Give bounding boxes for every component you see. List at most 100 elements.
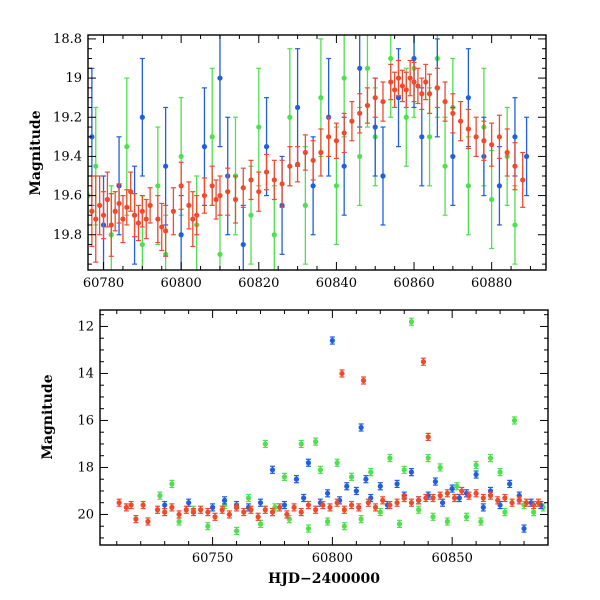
data-point-green: [318, 95, 324, 101]
data-point-red: [176, 511, 182, 518]
data-point-green: [487, 455, 494, 461]
data-point-red: [225, 189, 231, 195]
data-point-blue: [432, 478, 439, 485]
data-point-green: [377, 509, 383, 515]
data-point-blue: [217, 75, 223, 81]
data-point-red: [201, 192, 208, 199]
data-point-green: [387, 455, 393, 461]
data-point-red: [313, 507, 319, 513]
data-point-green: [430, 514, 436, 520]
data-point-red: [509, 500, 515, 506]
data-point-red: [123, 504, 129, 510]
data-point-green: [317, 467, 324, 473]
data-point-red: [442, 98, 448, 105]
data-point-red: [145, 518, 151, 525]
data-point-red: [162, 509, 168, 515]
data-point-red: [489, 142, 495, 148]
data-point-red: [423, 495, 429, 501]
data-point-red: [255, 514, 261, 520]
data-point-red: [531, 502, 537, 508]
data-point-green: [281, 474, 288, 480]
data-point-red: [320, 502, 326, 508]
data-point-blue: [357, 65, 363, 71]
data-point-green: [364, 65, 371, 71]
data-point-red: [163, 228, 169, 234]
y-tick-label: 14: [77, 366, 94, 381]
data-point-red: [241, 509, 247, 515]
x-tick-label: 60860: [393, 276, 434, 291]
data-point-green: [442, 163, 448, 169]
data-point-green: [139, 241, 145, 248]
data-point-red: [186, 202, 192, 208]
data-point-red: [401, 495, 407, 501]
data-point-red: [212, 514, 218, 520]
data-point-red: [128, 189, 134, 195]
data-point-red: [387, 502, 393, 508]
data-point-blue: [377, 483, 383, 489]
data-point-red: [465, 126, 471, 132]
data-point-green: [511, 417, 518, 424]
data-point-red: [364, 102, 371, 109]
data-point-red: [205, 509, 211, 515]
data-point-blue: [521, 525, 527, 532]
data-point-blue: [395, 95, 402, 101]
x-tick-label: 60840: [316, 276, 357, 291]
data-point-green: [437, 464, 443, 471]
data-point-blue: [281, 502, 288, 508]
data-point-blue: [163, 163, 169, 169]
data-point-red: [399, 83, 405, 89]
data-point-red: [277, 504, 283, 510]
data-point-blue: [178, 232, 184, 238]
data-point-blue: [162, 502, 168, 508]
top-panel: Magnitude 60780 60800 60820 60840 60860 60880…: [28, 32, 547, 291]
data-point-blue: [465, 95, 471, 101]
data-point-green: [333, 183, 340, 189]
data-point-green: [388, 55, 394, 62]
data-point-red: [217, 192, 223, 199]
x-tick-label: 60850: [431, 551, 472, 566]
data-point-red: [140, 502, 146, 508]
y-tick-label: 20: [77, 507, 94, 522]
data-point-red: [116, 500, 122, 506]
data-point-blue: [380, 173, 386, 179]
data-point-red: [380, 497, 386, 503]
data-point-green: [176, 518, 182, 525]
data-point-red: [183, 507, 189, 513]
bottom-x-axis-label: HJD−2400000: [268, 571, 380, 587]
data-point-blue: [263, 144, 270, 150]
y-tick-label: 19.4: [53, 149, 82, 164]
x-tick-label: 60880: [471, 276, 512, 291]
data-point-blue: [394, 481, 400, 487]
data-point-red: [135, 220, 142, 226]
data-point-green: [489, 196, 495, 203]
data-point-red: [256, 189, 262, 195]
data-point-red: [248, 507, 254, 513]
data-point-green: [531, 509, 537, 515]
data-point-blue: [139, 114, 145, 120]
data-point-green: [368, 469, 374, 475]
data-point-blue: [201, 144, 208, 150]
data-point-green: [348, 474, 355, 480]
data-point-red: [495, 497, 501, 503]
data-point-red: [388, 79, 394, 85]
data-point-red: [318, 149, 324, 156]
data-point-red: [294, 161, 301, 167]
data-point-red: [198, 507, 204, 513]
data-point-red: [97, 202, 103, 208]
data-point-red: [407, 75, 413, 81]
x-tick-label: 60800: [160, 276, 201, 291]
data-point-red: [481, 138, 487, 144]
data-point-blue: [496, 183, 503, 189]
data-point-red: [487, 493, 494, 499]
data-point-blue: [408, 469, 415, 475]
data-point-red: [305, 502, 312, 508]
data-point-red: [262, 507, 268, 513]
data-point-green: [334, 460, 340, 466]
data-point-red: [458, 118, 464, 124]
data-point-red: [416, 497, 422, 503]
data-point-green: [497, 469, 503, 475]
data-point-red: [349, 118, 355, 124]
data-point-red: [502, 495, 508, 501]
data-point-red: [411, 79, 417, 85]
